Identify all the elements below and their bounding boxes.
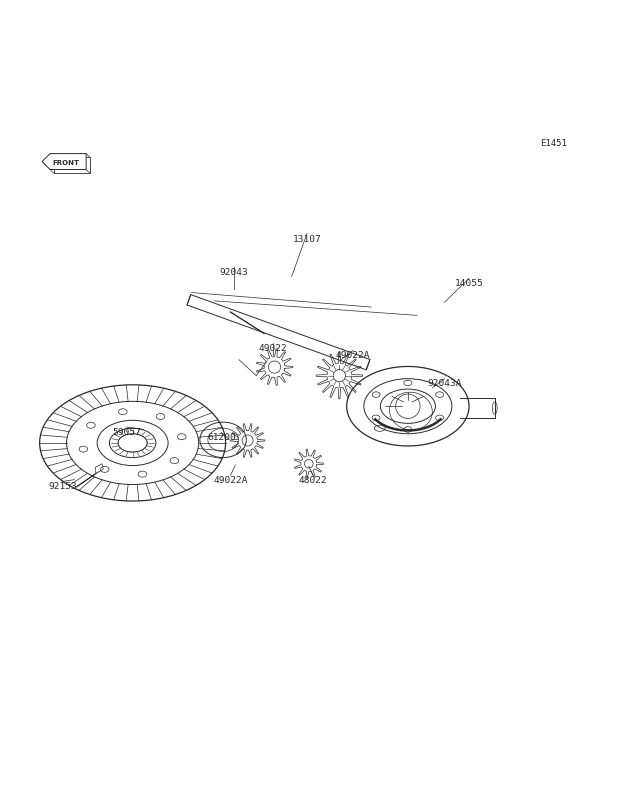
Text: 48022: 48022 xyxy=(299,475,327,484)
Text: 49022A: 49022A xyxy=(213,475,248,484)
Text: 92043: 92043 xyxy=(219,268,248,277)
Text: 13107: 13107 xyxy=(293,234,321,243)
Text: 49022: 49022 xyxy=(259,344,288,353)
Text: E1451: E1451 xyxy=(540,139,567,148)
Text: 92043A: 92043A xyxy=(427,379,462,388)
Polygon shape xyxy=(187,295,370,371)
Text: 59057: 59057 xyxy=(112,427,141,436)
Text: 92153: 92153 xyxy=(48,482,77,491)
Text: FRONT: FRONT xyxy=(53,159,80,165)
Text: 61200: 61200 xyxy=(207,433,236,442)
Text: 49022A: 49022A xyxy=(335,351,370,360)
Polygon shape xyxy=(42,154,86,170)
Text: 14055: 14055 xyxy=(454,279,484,288)
